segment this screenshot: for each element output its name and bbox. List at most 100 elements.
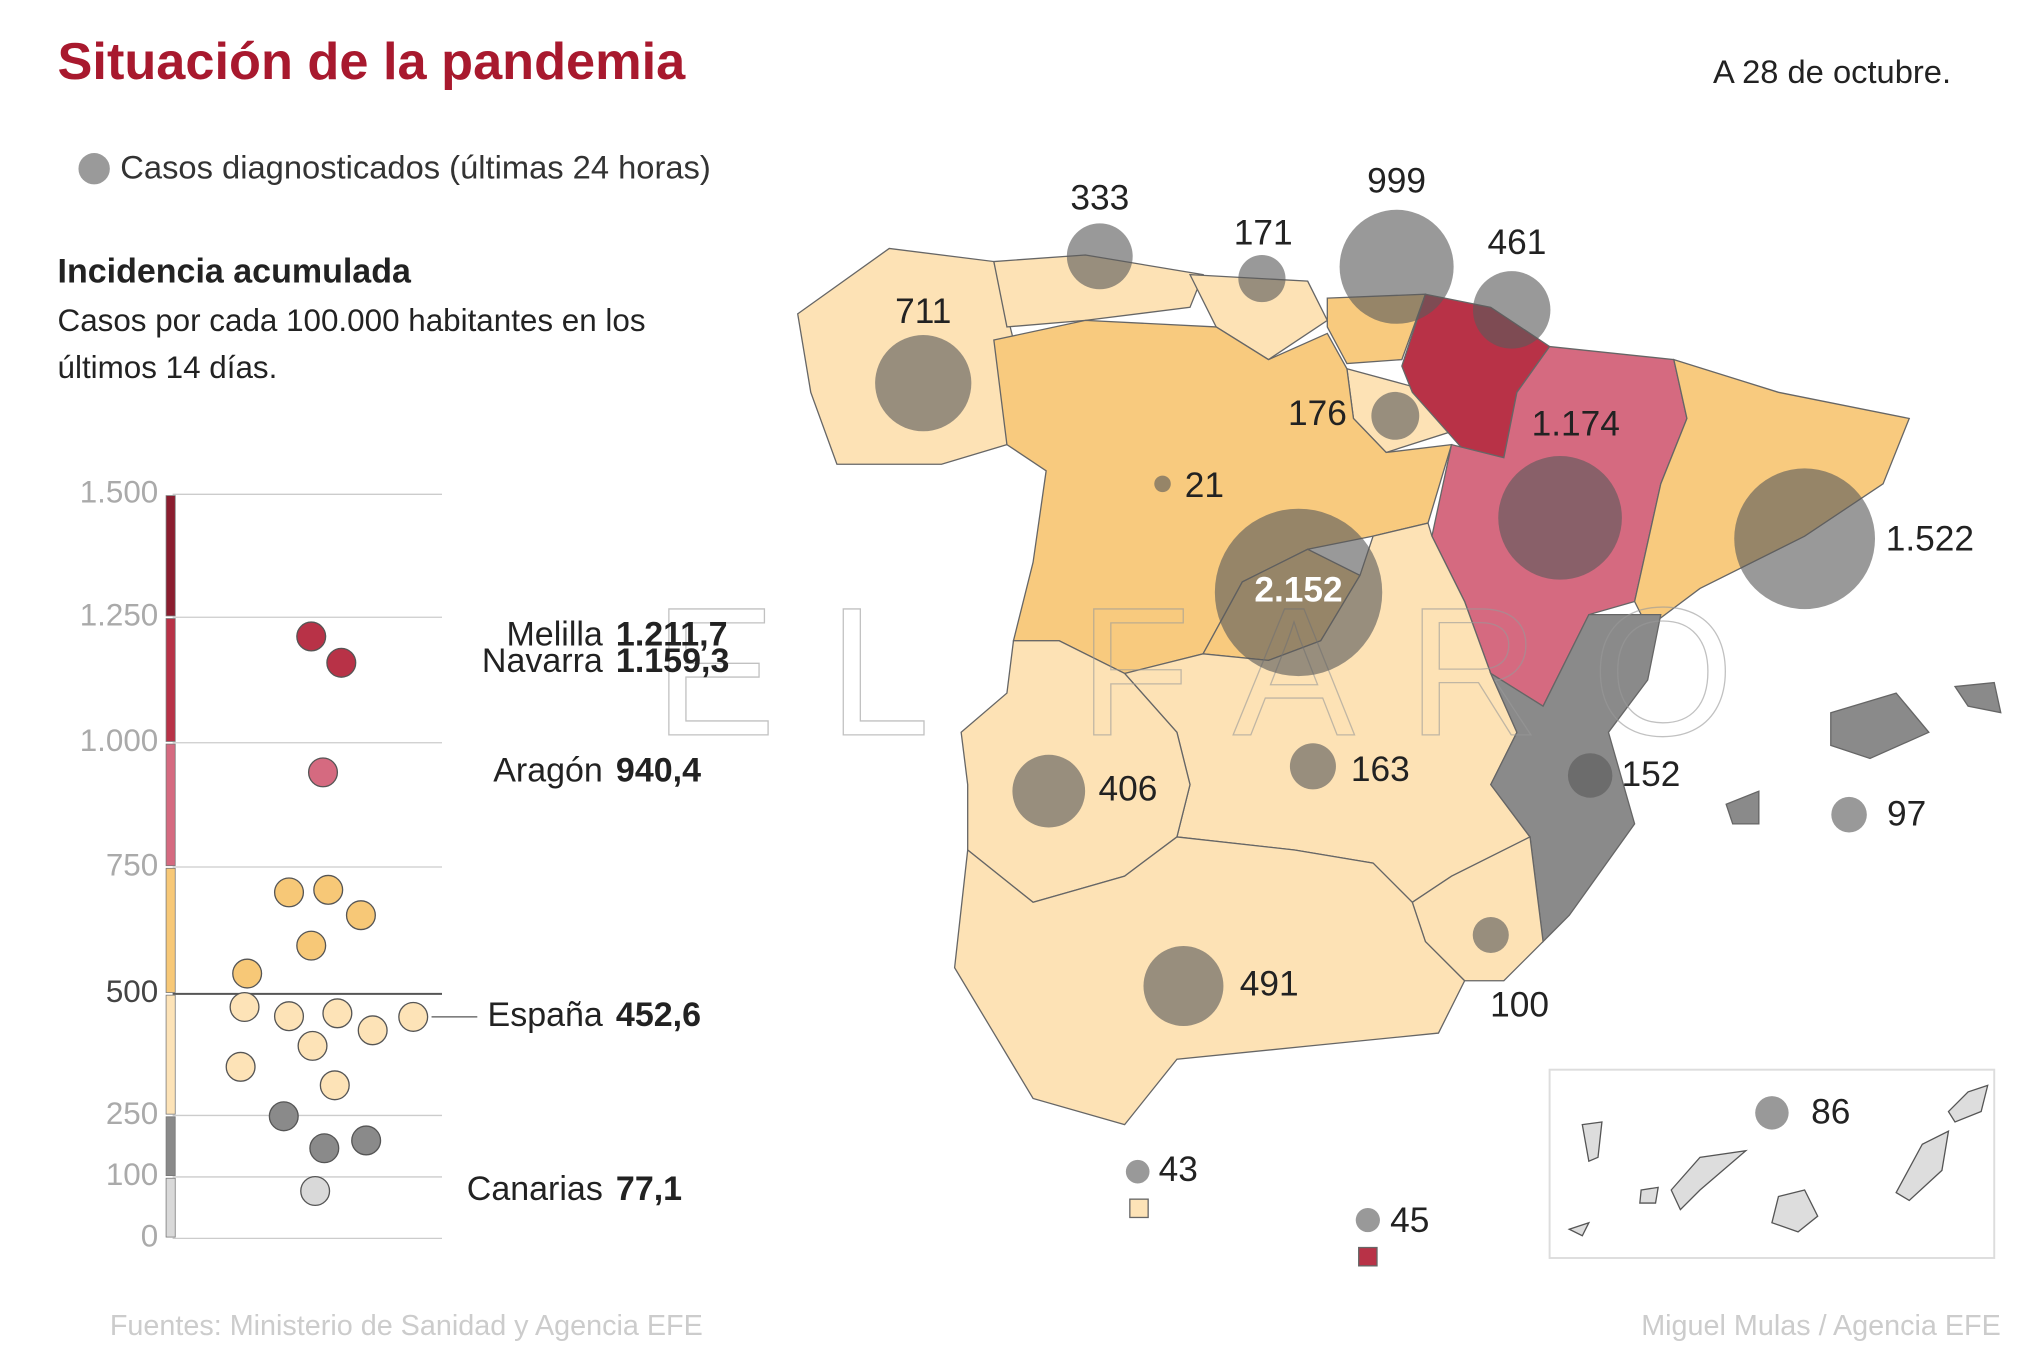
- dot: [313, 874, 344, 905]
- bubble-label: 999: [1367, 161, 1426, 200]
- island: [1670, 1149, 1748, 1211]
- annotation-value: 940,4: [616, 751, 701, 789]
- region: [1953, 681, 2002, 714]
- y-tick-label: 1.500: [80, 475, 159, 510]
- dot: [319, 1070, 350, 1101]
- bubble-label: 491: [1240, 964, 1299, 1003]
- dot: [398, 1001, 429, 1032]
- source: Fuentes: Ministerio de Sanidad y Agencia…: [110, 1310, 703, 1342]
- dot: [345, 900, 376, 931]
- bubble: [1143, 946, 1224, 1026]
- dot: [268, 1101, 299, 1132]
- annotation-value: 1.159,3: [616, 642, 729, 680]
- bubble-label: 21: [1185, 466, 1224, 505]
- annotation-name: Melilla: [506, 615, 602, 653]
- subtitle-box: Casos por cada 100.000 habitantes en los…: [57, 303, 646, 386]
- strip-subtitle: Casos por cada 100.000 habitantes en los…: [57, 303, 646, 386]
- bubble-label: 86: [1811, 1092, 1850, 1131]
- bubble: [1831, 796, 1867, 833]
- bubble: [1238, 254, 1286, 303]
- bubble: [1339, 209, 1454, 324]
- color-band: [165, 618, 176, 742]
- bubble-label: 176: [1288, 394, 1347, 433]
- bubble: [1214, 508, 1383, 677]
- y-tick-label: 100: [106, 1157, 158, 1192]
- ceuta: [1129, 1198, 1149, 1219]
- color-band: [165, 1116, 176, 1177]
- region: [1725, 790, 1760, 825]
- dot: [297, 1030, 328, 1061]
- color-band: [165, 867, 176, 993]
- bubble-label: 711: [895, 292, 951, 331]
- melilla: [1358, 1246, 1378, 1267]
- bubble-label: 171: [1234, 214, 1293, 253]
- color-band: [165, 994, 176, 1115]
- watermark: EL FARO: [654, 569, 1787, 774]
- annotation-value: 77,1: [616, 1170, 682, 1208]
- annotation-name: Navarra: [482, 642, 603, 680]
- y-tick-label: 0: [141, 1219, 158, 1254]
- bubble-label: 2.152: [1254, 571, 1342, 610]
- dot: [300, 1175, 331, 1207]
- color-band: [165, 495, 176, 617]
- annotation-name: España: [488, 996, 603, 1034]
- dot: [307, 757, 339, 788]
- y-tick-label: 1.000: [80, 723, 159, 758]
- bubble: [1567, 753, 1613, 798]
- bubble-label: 406: [1098, 769, 1157, 808]
- credit: Miguel Mulas / Agencia EFE: [1641, 1310, 2001, 1342]
- bubble-label: 163: [1351, 750, 1410, 789]
- bubble-label: 97: [1887, 794, 1926, 833]
- bubble: [1289, 743, 1336, 790]
- bubble: [1472, 271, 1551, 349]
- island: [1567, 1221, 1591, 1237]
- dot: [296, 621, 327, 652]
- strip-chart: 1.500 1.250 1.000 750 500 250 100 0 Melilla 1.211…: [80, 475, 730, 1254]
- annotation-name: Aragón: [493, 751, 603, 789]
- bubble-label: 1.174: [1532, 405, 1620, 444]
- bubble: [1472, 916, 1509, 954]
- bubble: [1498, 456, 1622, 580]
- dot: [309, 1133, 340, 1164]
- region: [1830, 692, 1930, 760]
- annotation-name: Canarias: [467, 1170, 603, 1208]
- bubbles: 333 171 999 461 711 176 21 1.174 1.522 2.152 406 16…: [875, 161, 1974, 1240]
- bubble-label: 461: [1487, 223, 1546, 262]
- dot: [351, 1125, 382, 1156]
- dot: [357, 1015, 388, 1046]
- dot: [296, 930, 327, 961]
- y-tick-label: 250: [106, 1096, 158, 1131]
- island: [1581, 1121, 1603, 1163]
- dot: [273, 877, 305, 908]
- bubble: [1371, 391, 1420, 440]
- bubble: [1734, 468, 1875, 610]
- dot: [232, 958, 263, 989]
- island: [1639, 1186, 1659, 1204]
- dot: [229, 991, 260, 1023]
- color-band: [165, 1177, 176, 1238]
- bubble: [1355, 1207, 1380, 1233]
- bubble-label: 1.522: [1886, 520, 1974, 559]
- dot: [225, 1051, 256, 1082]
- dot: [322, 998, 353, 1029]
- bubble: [1154, 475, 1171, 493]
- bubble: [1066, 223, 1133, 290]
- island: [1895, 1129, 1950, 1202]
- bubble: [1125, 1159, 1150, 1184]
- annotation-value: 1.211,7: [616, 615, 728, 653]
- dot: [326, 647, 357, 678]
- bubble-label: 45: [1390, 1201, 1429, 1240]
- y-tick-label: 1.250: [80, 598, 159, 633]
- bubble-label: 100: [1490, 985, 1549, 1024]
- legend-swatch: [78, 153, 110, 185]
- color-band: [165, 743, 176, 867]
- y-tick-label: 750: [106, 847, 158, 882]
- strip-title: Incidencia acumulada: [58, 252, 412, 290]
- bubble: [875, 335, 972, 432]
- island: [1947, 1084, 1989, 1123]
- bubble: [1012, 754, 1086, 828]
- y-tick-label: 500: [106, 974, 158, 1009]
